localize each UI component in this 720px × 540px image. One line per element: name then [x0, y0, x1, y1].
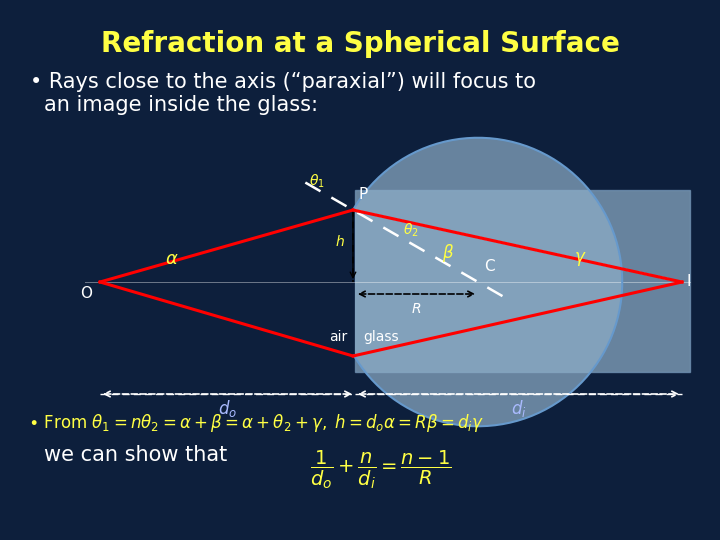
Text: air: air — [329, 330, 347, 344]
Text: an image inside the glass:: an image inside the glass: — [44, 95, 318, 115]
Text: $d_i$: $d_i$ — [510, 398, 526, 419]
Text: we can show that: we can show that — [44, 445, 228, 465]
Text: P: P — [358, 187, 367, 202]
Text: $\beta$: $\beta$ — [442, 242, 454, 264]
Bar — [355, 190, 690, 372]
Text: O: O — [80, 286, 92, 301]
Text: Refraction at a Spherical Surface: Refraction at a Spherical Surface — [101, 30, 619, 58]
Text: $\theta_1$: $\theta_1$ — [310, 173, 325, 190]
Text: $\bullet$ From $\theta_1 = n\theta_2 = \alpha + \beta = \alpha + \theta_2 + \gam: $\bullet$ From $\theta_1 = n\theta_2 = \… — [28, 412, 485, 434]
Text: $d_o$: $d_o$ — [218, 398, 237, 419]
Text: $\alpha$: $\alpha$ — [166, 250, 179, 268]
Text: $\theta_2$: $\theta_2$ — [403, 222, 419, 239]
Text: C: C — [484, 259, 495, 274]
Text: $\gamma$: $\gamma$ — [574, 250, 586, 268]
Text: glass: glass — [363, 330, 399, 344]
Text: $R$: $R$ — [411, 302, 422, 316]
Text: I: I — [686, 274, 690, 289]
Text: $\dfrac{1}{d_o} + \dfrac{n}{d_i} = \dfrac{n-1}{R}$: $\dfrac{1}{d_o} + \dfrac{n}{d_i} = \dfra… — [310, 449, 451, 491]
Text: • Rays close to the axis (“paraxial”) will focus to: • Rays close to the axis (“paraxial”) wi… — [30, 72, 536, 92]
Text: $h$: $h$ — [335, 234, 345, 249]
